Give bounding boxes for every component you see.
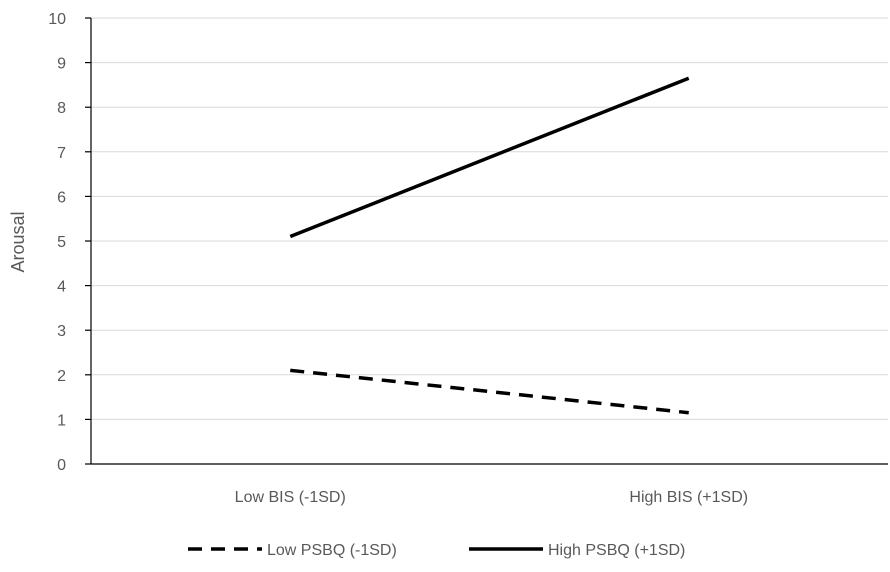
legend-label: Low PSBQ (-1SD): [267, 542, 397, 559]
x-tick-labels: Low BIS (-1SD) High BIS (+1SD): [235, 489, 748, 506]
y-tick-label: 3: [57, 323, 66, 340]
y-tick-label: 5: [57, 234, 66, 251]
x-tick-label: High BIS (+1SD): [629, 489, 748, 506]
y-tick-label: 9: [57, 56, 66, 73]
series-line-high-psbq: [289, 76, 690, 239]
legend-label: High PSBQ (+1SD): [548, 542, 685, 559]
legend-item: Low PSBQ (-1SD): [188, 542, 397, 559]
y-tick-label: 8: [57, 100, 66, 117]
series-lines: [289, 76, 690, 415]
y-tick-label: 1: [57, 412, 66, 429]
y-tick-label: 6: [57, 189, 66, 206]
y-tick-label: 4: [57, 279, 66, 296]
axes: [85, 17, 888, 465]
y-tick-label: 7: [57, 145, 66, 162]
gridlines: [91, 17, 888, 420]
y-tick-label: 0: [57, 457, 66, 474]
y-tick-labels: 0 1 2 3 4 5 6 7 8 9 10: [48, 11, 66, 474]
series-line-low-psbq: [290, 368, 689, 415]
legend-item: High PSBQ (+1SD): [469, 542, 685, 559]
x-tick-label: Low BIS (-1SD): [235, 489, 346, 506]
y-axis-title: Arousal: [8, 211, 28, 272]
y-tick-label: 10: [48, 11, 66, 28]
legend: Low PSBQ (-1SD) High PSBQ (+1SD): [188, 542, 685, 559]
y-tick-label: 2: [57, 368, 66, 385]
